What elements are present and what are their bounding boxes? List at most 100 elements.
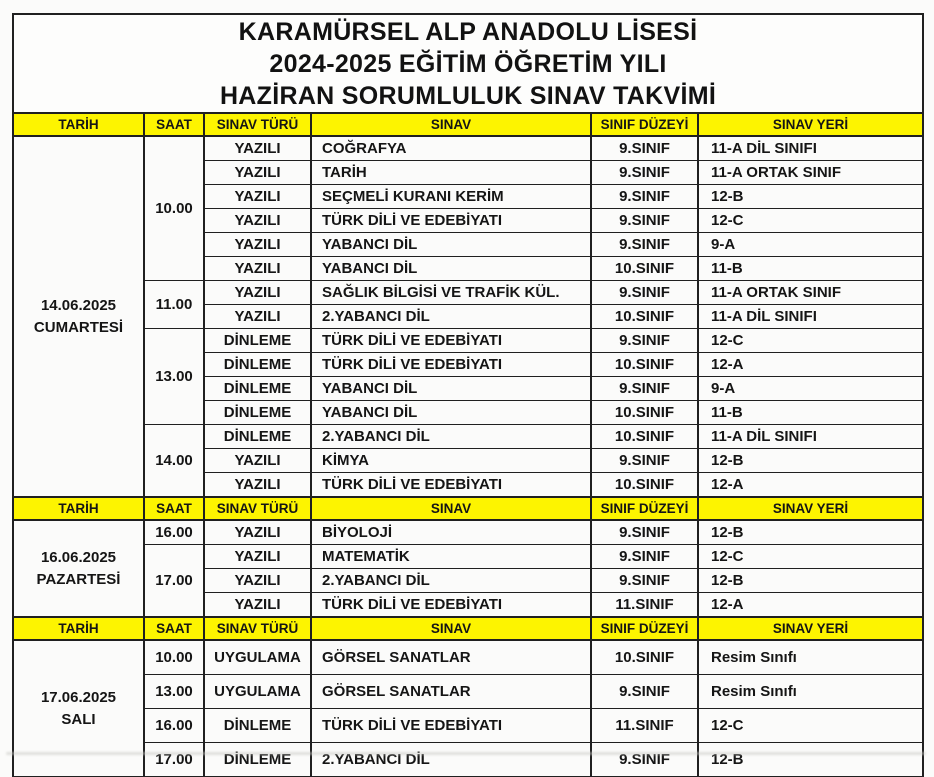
column-header-sinif-duzeyi: SINIF DÜZEYİ	[590, 496, 699, 521]
exam-type-cell: UYGULAMA	[203, 639, 312, 675]
exam-name-cell: SEÇMELİ KURANI KERİM	[310, 184, 592, 209]
exam-location-cell: 9-A	[696, 376, 925, 401]
exam-name-cell: 2.YABANCI DİL	[310, 304, 592, 329]
exam-name-cell: TARİH	[310, 160, 592, 185]
schedule-sheet: KARAMÜRSEL ALP ANADOLU LİSESİ 2024-2025 …	[11, 13, 925, 777]
time-cell: 13.00	[143, 328, 205, 425]
table-row: YAZILI KİMYA 9.SINIF 12-B	[13, 448, 925, 473]
exam-type-cell: YAZILI	[203, 448, 312, 473]
grade-level-cell: 10.SINIF	[590, 352, 699, 377]
table-row: 16.06.2025 PAZARTESİ 16.00 YAZILI BİYOLOJİ 9.…	[12, 519, 925, 618]
exam-name-cell: SAĞLIK BİLGİSİ VE TRAFİK KÜL.	[310, 280, 592, 305]
column-header-tari-h: TARİH	[12, 616, 145, 641]
exam-location-cell: 11-A ORTAK SINIF	[696, 160, 925, 185]
grade-level-cell: 9.SINIF	[590, 160, 699, 185]
exam-name-cell: GÖRSEL SANATLAR	[310, 639, 592, 675]
column-header-tari-h: TARİH	[12, 496, 145, 521]
exam-type-cell: YAZILI	[203, 184, 312, 209]
time-cell: 13.00	[143, 674, 205, 709]
exam-name-cell: TÜRK DİLİ VE EDEBİYATI	[310, 472, 592, 498]
table-row: YAZILI 2.YABANCI DİL 9.SINIF 12-B	[13, 568, 925, 593]
time-cell: 10.00	[143, 639, 205, 675]
date-cell: 16.06.2025 PAZARTESİ	[12, 519, 145, 618]
grade-level-cell: 9.SINIF	[590, 674, 699, 709]
grade-level-cell: 9.SINIF	[590, 376, 699, 401]
column-header-sinav: SINAV	[310, 616, 592, 641]
grade-level-cell: 9.SINIF	[590, 280, 699, 305]
exam-name-cell: 2.YABANCI DİL	[310, 424, 592, 449]
column-header-sinif-duzeyi: SINIF DÜZEYİ	[590, 616, 699, 641]
exam-location-cell: 12-B	[696, 519, 925, 545]
exam-schedule-table: KARAMÜRSEL ALP ANADOLU LİSESİ 2024-2025 …	[11, 13, 925, 777]
exam-location-cell: 11-B	[696, 400, 925, 425]
column-header-row: TARİH SAAT SINAV TÜRÜ SINAV SINIF DÜZEYİ SINA…	[12, 616, 925, 641]
column-header-sinav-turu: SINAV TÜRÜ	[203, 616, 312, 641]
exam-type-cell: DİNLEME	[203, 424, 312, 449]
time-cell: 11.00	[143, 280, 205, 329]
table-row: 14.06.2025 CUMARTESİ 10.00 YAZILI COĞRAFYA 9.…	[12, 135, 925, 498]
grade-level-cell: 9.SINIF	[590, 208, 699, 233]
exam-type-cell: YAZILI	[203, 568, 312, 593]
column-header-row: TARİH SAAT SINAV TÜRÜ SINAV SINIF DÜZEYİ SINA…	[12, 112, 925, 137]
column-header-sinav: SINAV	[310, 496, 592, 521]
exam-type-cell: YAZILI	[203, 160, 312, 185]
table-row: 17.06.2025 SALI 10.00 UYGULAMA GÖRSEL SANATL…	[12, 639, 925, 777]
exam-location-cell: 12-B	[696, 448, 925, 473]
exam-type-cell: DİNLEME	[203, 328, 312, 353]
column-header-saat: SAAT	[143, 112, 205, 137]
day-name: CUMARTESİ	[33, 318, 124, 336]
column-header-saat: SAAT	[143, 616, 205, 641]
exam-location-cell: 12-C	[696, 328, 925, 353]
exam-name-cell: GÖRSEL SANATLAR	[310, 674, 592, 709]
table-row: 13.00 UYGULAMA GÖRSEL SANATLAR 9.SINIF Resim…	[13, 674, 925, 709]
column-header-sinif-duzeyi: SINIF DÜZEYİ	[590, 112, 699, 137]
exam-name-cell: YABANCI DİL	[310, 256, 592, 281]
table-row: DİNLEME YABANCI DİL 9.SINIF 9-A	[13, 376, 925, 401]
date-value: 16.06.2025	[40, 548, 117, 566]
exam-type-cell: YAZILI	[203, 208, 312, 233]
grade-level-cell: 9.SINIF	[590, 135, 699, 161]
grade-level-cell: 10.SINIF	[590, 472, 699, 498]
exam-type-cell: DİNLEME	[203, 400, 312, 425]
exam-name-cell: YABANCI DİL	[310, 400, 592, 425]
exam-name-cell: TÜRK DİLİ VE EDEBİYATI	[310, 592, 592, 618]
grade-level-cell: 10.SINIF	[590, 424, 699, 449]
grade-level-cell: 9.SINIF	[590, 742, 699, 777]
exam-name-cell: MATEMATİK	[310, 544, 592, 569]
grade-level-cell: 9.SINIF	[590, 328, 699, 353]
table-row: 16.00 DİNLEME TÜRK DİLİ VE EDEBİYATI 11.SIN…	[13, 708, 925, 743]
table-row: YAZILI 2.YABANCI DİL 10.SINIF 11-A DİL SINI…	[13, 304, 925, 329]
exam-name-cell: TÜRK DİLİ VE EDEBİYATI	[310, 708, 592, 743]
exam-location-cell: 12-A	[696, 592, 925, 618]
column-header-tari-h: TARİH	[12, 112, 145, 137]
date-value: 14.06.2025	[40, 296, 117, 314]
grade-level-cell: 9.SINIF	[590, 568, 699, 593]
exam-location-cell: 11-A DİL SINIFI	[696, 304, 925, 329]
exam-type-cell: YAZILI	[203, 135, 312, 161]
grade-level-cell: 9.SINIF	[590, 544, 699, 569]
table-row: 17.00 DİNLEME 2.YABANCI DİL 9.SINIF 12-B	[13, 742, 925, 777]
table-row: 14.00 DİNLEME 2.YABANCI DİL 10.SINIF 11-A Dİ…	[13, 424, 925, 498]
time-cell: 14.00	[143, 424, 205, 498]
table-row: 13.00 DİNLEME TÜRK DİLİ VE EDEBİYATI 9.SINI…	[13, 328, 925, 425]
exam-location-cell: 12-A	[696, 472, 925, 498]
exam-name-cell: YABANCI DİL	[310, 376, 592, 401]
time-cell: 17.00	[143, 742, 205, 777]
grade-level-cell: 11.SINIF	[590, 708, 699, 743]
exam-location-cell: 11-B	[696, 256, 925, 281]
grade-level-cell: 10.SINIF	[590, 256, 699, 281]
day-name: SALI	[61, 710, 96, 728]
exam-name-cell: 2.YABANCI DİL	[310, 742, 592, 777]
grade-level-cell: 9.SINIF	[590, 448, 699, 473]
exam-type-cell: YAZILI	[203, 592, 312, 618]
exam-location-cell: 12-C	[696, 208, 925, 233]
column-header-sinav-yeri: SINAV YERİ	[696, 496, 925, 521]
table-row: YAZILI TARİH 9.SINIF 11-A ORTAK SINIF	[13, 160, 925, 185]
column-header-sinav-yeri: SINAV YERİ	[696, 616, 925, 641]
exam-location-cell: 9-A	[696, 232, 925, 257]
exam-location-cell: 12-B	[696, 184, 925, 209]
exam-location-cell: 12-B	[696, 742, 925, 777]
date-value: 17.06.2025	[40, 688, 117, 706]
time-cell: 10.00	[143, 135, 205, 281]
